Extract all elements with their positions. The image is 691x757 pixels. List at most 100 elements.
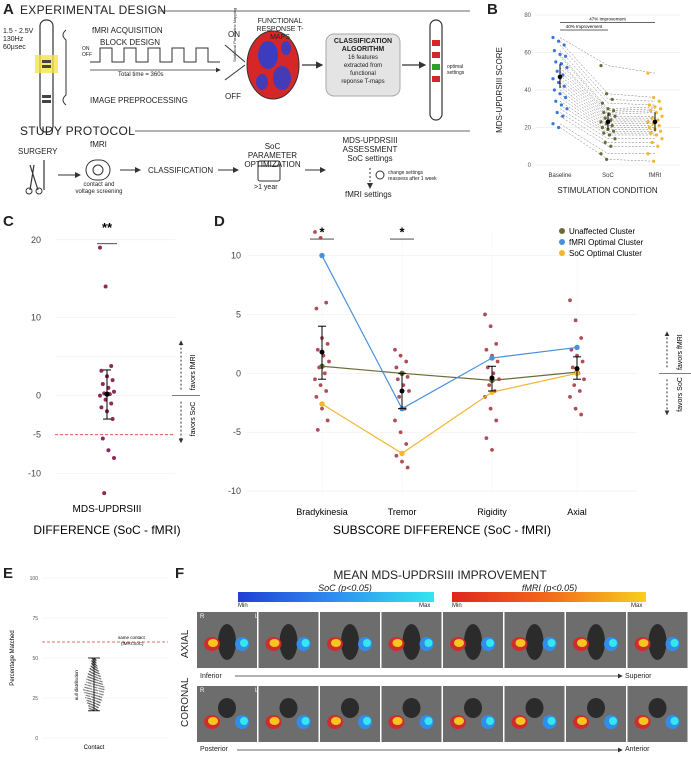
ytick-d: -5 — [233, 427, 241, 437]
null-point-e — [87, 695, 90, 697]
point-b-fmri — [652, 159, 656, 163]
ventricle — [402, 624, 421, 660]
point-d — [400, 459, 404, 464]
null-point-e — [95, 664, 98, 667]
null-point-e — [89, 690, 91, 692]
point-c — [112, 456, 116, 461]
surgery-label: SURGERY — [18, 147, 58, 156]
null-point-e — [87, 697, 90, 700]
null-point-e — [94, 692, 97, 694]
class-line-1: CLASSIFICATION — [333, 38, 393, 45]
inferior-label: Inferior — [200, 673, 222, 680]
point-b-baseline — [551, 35, 555, 40]
functional-response-label: FUNCTIONAL RESPONSE T-MAPS — [250, 18, 310, 42]
xlabel-b: STIMULATION CONDITION — [557, 186, 658, 195]
null-point-e — [95, 700, 98, 702]
ytick-b: 60 — [524, 51, 531, 57]
paired-line — [559, 108, 655, 139]
point-d — [568, 298, 572, 303]
point-b-fmri — [650, 116, 654, 120]
class-line-4: extracted from — [343, 63, 383, 69]
point-b-baseline — [562, 43, 566, 47]
stim-freq: 130Hz — [3, 36, 24, 43]
point-d — [325, 341, 330, 346]
ventricle — [402, 698, 421, 718]
ventricle — [525, 698, 544, 718]
fmri-blob-core — [454, 717, 464, 725]
null-point-e — [99, 696, 101, 698]
soc-legend-label: SoC (p<0.05) — [318, 583, 372, 593]
soc-blob-core — [363, 639, 371, 647]
null-point-e — [91, 663, 93, 665]
null-point-e — [86, 694, 89, 697]
fmri-blob-core — [577, 717, 587, 725]
block-off-label: OFF — [82, 52, 92, 58]
point-b-fmri — [647, 103, 651, 107]
series-point — [319, 252, 325, 259]
null-point-e — [88, 684, 90, 687]
point-c — [100, 436, 105, 441]
soc-max-label: Max — [419, 603, 431, 609]
point-b-fmri — [646, 120, 650, 124]
null-point-e — [91, 691, 94, 693]
anterior-label: Anterior — [625, 746, 650, 753]
soc-blob-core — [240, 717, 248, 725]
ventricle — [648, 624, 667, 660]
point-d — [579, 412, 584, 417]
series-line-fmri-optimal-cluster — [321, 255, 578, 410]
point-b-soc — [613, 114, 617, 118]
panel-a-diagram — [25, 10, 470, 195]
stim-voltage: 1.5 - 2.5V — [3, 28, 34, 35]
point-d — [313, 230, 317, 234]
null-point-e — [86, 678, 88, 680]
point-b-fmri — [646, 71, 650, 75]
null-point-e — [92, 683, 94, 685]
point-d — [397, 394, 402, 399]
fmri-blob-core — [638, 717, 649, 725]
ytick-c: -10 — [28, 469, 41, 479]
soc-opt-line-1: SoC PARAMETER — [247, 142, 298, 160]
legend-label-d: SoC Optimal Cluster — [569, 249, 642, 258]
paired-line — [559, 112, 655, 143]
point-b-fmri — [652, 95, 656, 100]
paired-line — [559, 61, 656, 113]
null-point-e — [90, 671, 93, 674]
series-point — [319, 401, 325, 407]
null-point-e — [89, 685, 91, 687]
null-point-e — [85, 692, 87, 694]
fmri-min-label: Min — [452, 603, 462, 609]
null-point-e — [88, 700, 90, 702]
point-d — [324, 300, 329, 305]
soc-blob-core — [670, 717, 679, 725]
ventricle — [341, 698, 359, 718]
point-d — [573, 318, 578, 323]
xtick-d: Tremor — [388, 507, 417, 517]
study-protocol-heading: STUDY PROTOCOL — [20, 124, 136, 138]
spm-label: Statistical Parametric Mapping — [232, 7, 237, 62]
point-b-baseline — [561, 114, 565, 118]
ytick-c: -5 — [33, 430, 41, 440]
point-b-fmri — [649, 109, 653, 113]
point-b-soc — [607, 133, 611, 137]
axialRow-svg — [197, 612, 688, 668]
point-b-baseline — [552, 88, 556, 92]
block-on-off-labels: ON OFF — [82, 46, 92, 58]
fmri-blob-core — [392, 639, 403, 647]
mean-b — [557, 74, 563, 80]
point-b-baseline — [551, 77, 555, 81]
paired-line — [559, 63, 656, 115]
point-d — [483, 312, 487, 317]
null-point-e — [89, 688, 92, 690]
null-point-e — [101, 691, 103, 693]
null-point-e — [87, 681, 89, 684]
point-d — [322, 371, 327, 376]
change-line-2: reassess after 1 week — [388, 176, 437, 182]
null-point-e — [91, 693, 93, 696]
soc-blob-core — [424, 717, 433, 725]
null-point-e — [87, 690, 90, 692]
point-c — [109, 364, 114, 369]
classification-algorithm-text: CLASSIFICATION ALGORITHM 16 features ext… — [327, 38, 399, 86]
point-b-fmri — [653, 105, 657, 109]
sig-label-top: 47% Improvement — [589, 17, 626, 22]
null-point-e — [87, 687, 89, 689]
